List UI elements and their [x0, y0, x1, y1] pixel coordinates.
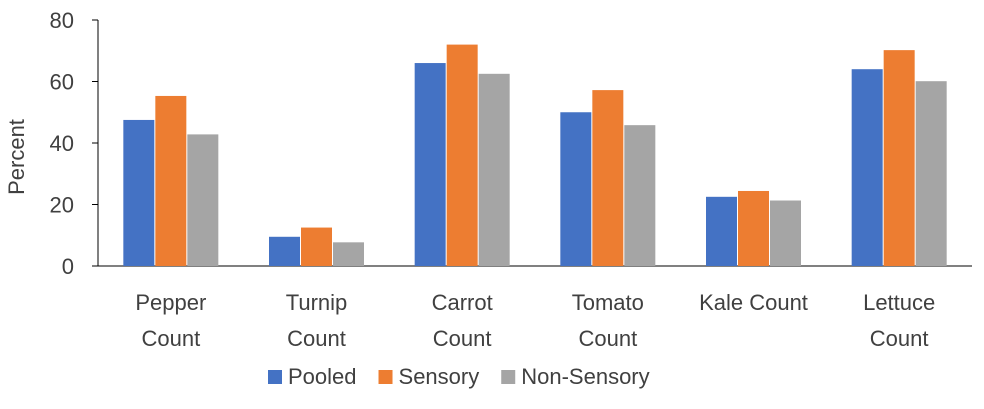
y-tick-label: 0 [62, 254, 74, 279]
category-label: Kale Count [699, 290, 808, 315]
y-tick-label: 80 [50, 8, 74, 33]
bar-sensory [738, 190, 769, 266]
bar-pooled [123, 119, 155, 266]
legend-swatch-non-sensory [501, 370, 516, 384]
bar-sensory [446, 44, 478, 266]
bar-sensory [883, 50, 915, 266]
bar-non-sensory [478, 73, 510, 266]
bar-sensory [592, 90, 624, 266]
bar-non-sensory [915, 81, 947, 266]
category-label: Lettuce Count [863, 290, 935, 351]
category-label: Pepper Count [135, 290, 206, 351]
bars [123, 44, 947, 266]
legend-label-non-sensory: Non-Sensory [521, 364, 649, 389]
y-axis-title: Percent [4, 119, 29, 195]
bar-pooled [560, 112, 592, 266]
bar-pooled [851, 69, 883, 266]
bar-non-sensory [770, 200, 801, 266]
y-axis-title-group: Percent [4, 119, 29, 195]
bar-non-sensory [333, 242, 364, 266]
category-label: Tomato Count [572, 290, 644, 351]
y-tick-label: 40 [50, 131, 74, 156]
legend: Pooled Sensory Non-Sensory [268, 364, 650, 389]
category-label: Carrot Count [432, 290, 493, 351]
axes [97, 20, 972, 267]
bar-pooled [706, 196, 737, 266]
legend-swatch-pooled [268, 370, 282, 384]
legend-label-pooled: Pooled [288, 364, 357, 389]
category-labels: Pepper Count Turnip Count Carrot Count Tomato C… [135, 290, 935, 351]
y-tick-labels: 0 20 40 60 80 [50, 8, 98, 279]
bar-non-sensory [187, 134, 219, 266]
legend-swatch-sensory [378, 370, 393, 384]
bar-pooled [269, 236, 300, 266]
bar-sensory [301, 227, 332, 266]
category-label: Turnip Count [286, 290, 348, 351]
bar-sensory [155, 95, 187, 266]
y-tick-label: 60 [50, 70, 74, 95]
legend-label-sensory: Sensory [399, 364, 480, 389]
bar-non-sensory [624, 125, 656, 266]
y-tick-label: 20 [50, 193, 74, 218]
bar-pooled [414, 63, 446, 266]
